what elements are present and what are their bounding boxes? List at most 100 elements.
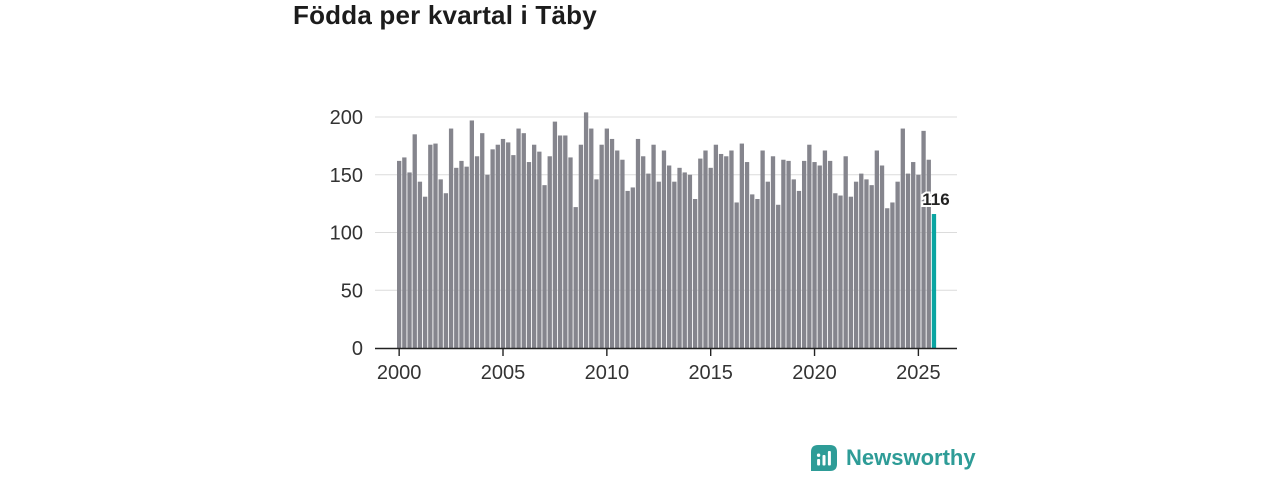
bar: [687, 174, 693, 348]
bar: [750, 194, 755, 348]
bar: [692, 199, 698, 348]
bar: [578, 144, 584, 348]
bar: [563, 135, 568, 348]
y-tick-label-50: 50: [341, 280, 363, 302]
bar: [641, 156, 646, 348]
x-tick-label: 2010: [585, 362, 630, 384]
bar: [708, 167, 713, 348]
bar: [630, 187, 635, 348]
bar: [734, 202, 739, 348]
bar: [443, 193, 449, 348]
bar: [724, 156, 729, 348]
bar: [770, 156, 776, 348]
bar: [760, 150, 765, 348]
bar: [599, 144, 604, 348]
bar: [900, 128, 905, 348]
bar: [739, 143, 745, 348]
bar: [397, 160, 402, 348]
bar: [833, 193, 838, 348]
bar: [781, 159, 786, 348]
bar: [827, 160, 833, 348]
bar: [776, 204, 781, 348]
newsworthy-logo[interactable]: Newsworthy: [810, 444, 976, 472]
bar: [516, 128, 521, 348]
bar: [407, 172, 412, 348]
y-tick-label-200: 200: [330, 107, 363, 129]
bar: [609, 138, 615, 348]
bar: [672, 181, 677, 348]
bar: [604, 128, 610, 348]
bar: [885, 208, 890, 348]
bar: [615, 150, 620, 348]
bar: [568, 157, 573, 348]
bar: [485, 174, 490, 348]
bar: [417, 181, 423, 348]
bar: [594, 179, 599, 348]
bar: [537, 151, 542, 348]
bar: [890, 202, 895, 348]
bar: [552, 121, 558, 348]
bar: [656, 181, 661, 348]
bar: [532, 144, 537, 348]
bar: [859, 173, 864, 348]
newsworthy-logo-icon: [811, 445, 837, 471]
chart-title: Födda per kvartal i Täby: [293, 0, 597, 30]
bar: [557, 135, 563, 348]
bar: [905, 173, 911, 348]
y-tick-label-150: 150: [330, 165, 363, 187]
bar: [583, 112, 589, 348]
bar: [422, 196, 428, 348]
y-tick-label-0: 0: [352, 338, 363, 360]
bar: [412, 134, 417, 348]
bar: [744, 162, 750, 348]
bar: [843, 156, 848, 348]
birth-quarterly-bar-chart: 0 50 100 150 200 2000 2005 2010 2015 2020 2025 116: [330, 107, 957, 384]
bar: [480, 133, 485, 348]
bar: [926, 159, 931, 348]
bar: [791, 179, 796, 348]
x-tick-label: 2000: [377, 362, 422, 384]
bar: [433, 143, 438, 348]
bar: [474, 156, 480, 348]
bar: [895, 181, 900, 348]
bar: [677, 167, 682, 348]
bar: [620, 159, 625, 348]
x-tick-label: 2015: [688, 362, 733, 384]
bar: [547, 156, 552, 348]
bar: [864, 179, 869, 348]
bar: [651, 144, 656, 348]
bar: [495, 144, 500, 348]
bar: [573, 207, 578, 348]
bar: [698, 158, 703, 348]
bar: [625, 190, 630, 348]
bar: [661, 150, 667, 348]
bar: [812, 162, 817, 348]
bar: [911, 162, 916, 348]
x-tick-label: 2005: [481, 362, 526, 384]
bar: [428, 144, 433, 348]
bar: [454, 167, 459, 348]
bar: [667, 165, 672, 348]
bar: [879, 165, 885, 348]
bar: [869, 185, 874, 348]
bar: [490, 149, 495, 348]
bar: [713, 144, 719, 348]
bar: [755, 199, 760, 348]
bar: [921, 130, 926, 348]
bar: [817, 165, 822, 348]
bar: [500, 138, 506, 348]
highlight-value-label: 116: [922, 190, 949, 209]
bar: [853, 181, 859, 348]
bar: [589, 128, 594, 348]
bar: [786, 160, 791, 348]
bar: [646, 173, 651, 348]
bar: [916, 174, 921, 348]
newsworthy-label: Newsworthy: [846, 445, 976, 470]
bar: [521, 133, 526, 348]
x-tick-label: 2025: [896, 362, 941, 384]
bar: [682, 172, 687, 348]
y-tick-label-100: 100: [330, 223, 363, 245]
bar: [802, 160, 807, 348]
bar: [464, 166, 469, 348]
bar: [848, 196, 854, 348]
